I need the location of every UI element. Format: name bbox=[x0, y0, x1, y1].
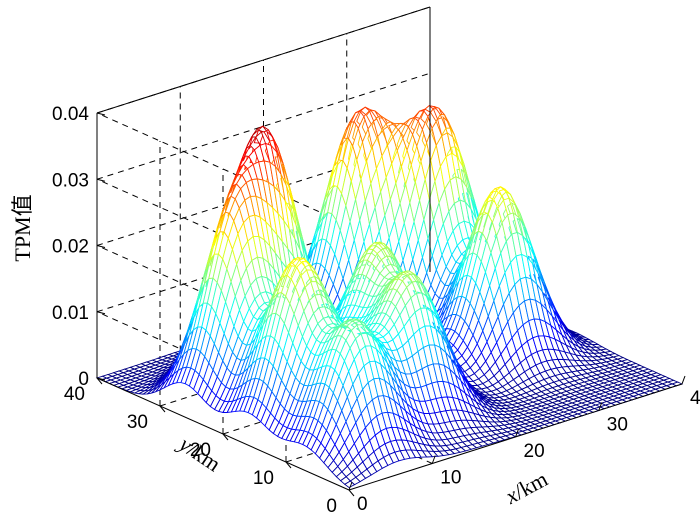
z-axis-label: TPM值 bbox=[10, 194, 35, 261]
y-tick-label: 20 bbox=[190, 440, 211, 461]
z-tick-label: 0.04 bbox=[52, 104, 89, 125]
frame-line bbox=[96, 6, 431, 114]
y-tick-label: 10 bbox=[253, 468, 274, 489]
z-tick-mark bbox=[96, 377, 106, 381]
surface-mesh bbox=[95, 105, 684, 489]
axes-frame bbox=[96, 6, 686, 497]
z-tick-label: 0.03 bbox=[52, 170, 89, 191]
y-tick-label: 0 bbox=[326, 496, 337, 512]
y-tick-label: 30 bbox=[127, 412, 148, 433]
x-tick-mark bbox=[431, 455, 436, 464]
x-tick-mark bbox=[348, 481, 353, 491]
x-tick-label: 20 bbox=[524, 441, 545, 462]
z-tick-mark bbox=[96, 245, 106, 248]
z-tick-label: 0.01 bbox=[52, 303, 89, 324]
y-tick-mark bbox=[348, 489, 355, 497]
z-tick-mark bbox=[96, 178, 106, 182]
x-tick-label: 10 bbox=[440, 468, 461, 489]
x-tick-mark bbox=[515, 428, 519, 438]
x-tick-label: 40 bbox=[690, 388, 700, 409]
y-tick-mark bbox=[96, 377, 103, 385]
z-tick-mark bbox=[96, 112, 106, 116]
z-tick-mark bbox=[96, 311, 106, 315]
z-tick-label: 0 bbox=[78, 369, 89, 390]
x-tick-mark bbox=[598, 402, 603, 411]
y-axis-label: y/km bbox=[173, 430, 225, 476]
y-tick-label: 40 bbox=[64, 384, 85, 405]
z-tick-label: 0.02 bbox=[52, 237, 89, 258]
y-tick-mark bbox=[222, 433, 229, 441]
tick-labels: 00.010.020.030.04010203040010203040 bbox=[52, 104, 700, 512]
y-tick-mark bbox=[159, 405, 166, 413]
x-tick-label: 0 bbox=[357, 494, 368, 512]
y-tick-mark bbox=[285, 461, 292, 469]
grid-line bbox=[96, 72, 431, 180]
x-tick-label: 30 bbox=[607, 415, 628, 436]
x-tick-mark bbox=[681, 375, 686, 385]
x-axis-label: x/km bbox=[500, 466, 551, 509]
